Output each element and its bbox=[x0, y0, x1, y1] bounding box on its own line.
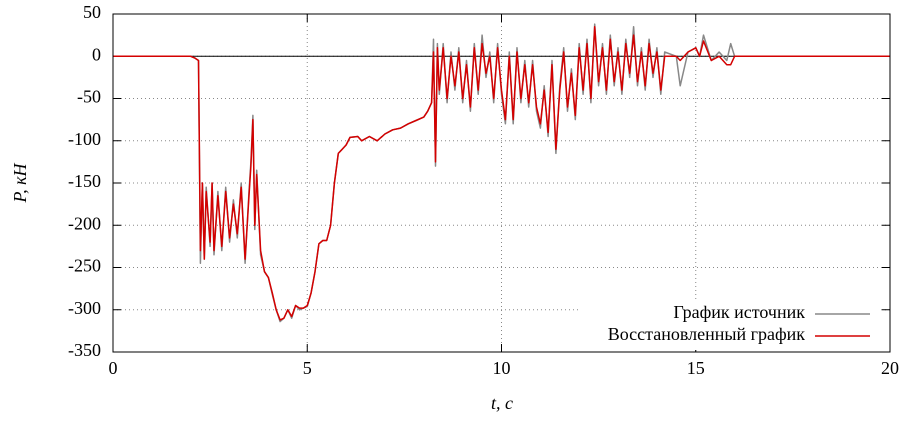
legend-box bbox=[580, 300, 880, 350]
plot-border bbox=[112, 13, 891, 353]
x-tick-label: 20 bbox=[881, 358, 899, 378]
x-axis-label: t, c bbox=[491, 393, 513, 413]
legend-label: График источник bbox=[673, 302, 805, 322]
y-tick-label: 50 bbox=[83, 2, 101, 22]
y-tick-label: 0 bbox=[92, 44, 101, 64]
x-tick-label: 0 bbox=[109, 358, 118, 378]
y-axis-label: P, кН bbox=[10, 162, 30, 203]
x-tick-label: 5 bbox=[303, 358, 312, 378]
y-tick-label: -100 bbox=[68, 129, 101, 149]
y-tick-label: -200 bbox=[68, 213, 101, 233]
y-tick-label: -50 bbox=[77, 87, 101, 107]
y-tick-label: -150 bbox=[68, 171, 101, 191]
y-tick-label: -350 bbox=[68, 340, 101, 360]
series-line bbox=[113, 23, 890, 323]
y-tick-label: -250 bbox=[68, 256, 101, 276]
y-tick-label: -300 bbox=[68, 298, 101, 318]
legend-label: Восстановленный график bbox=[608, 324, 806, 344]
series-line bbox=[113, 25, 890, 321]
x-tick-label: 10 bbox=[493, 358, 511, 378]
x-tick-label: 15 bbox=[687, 358, 705, 378]
